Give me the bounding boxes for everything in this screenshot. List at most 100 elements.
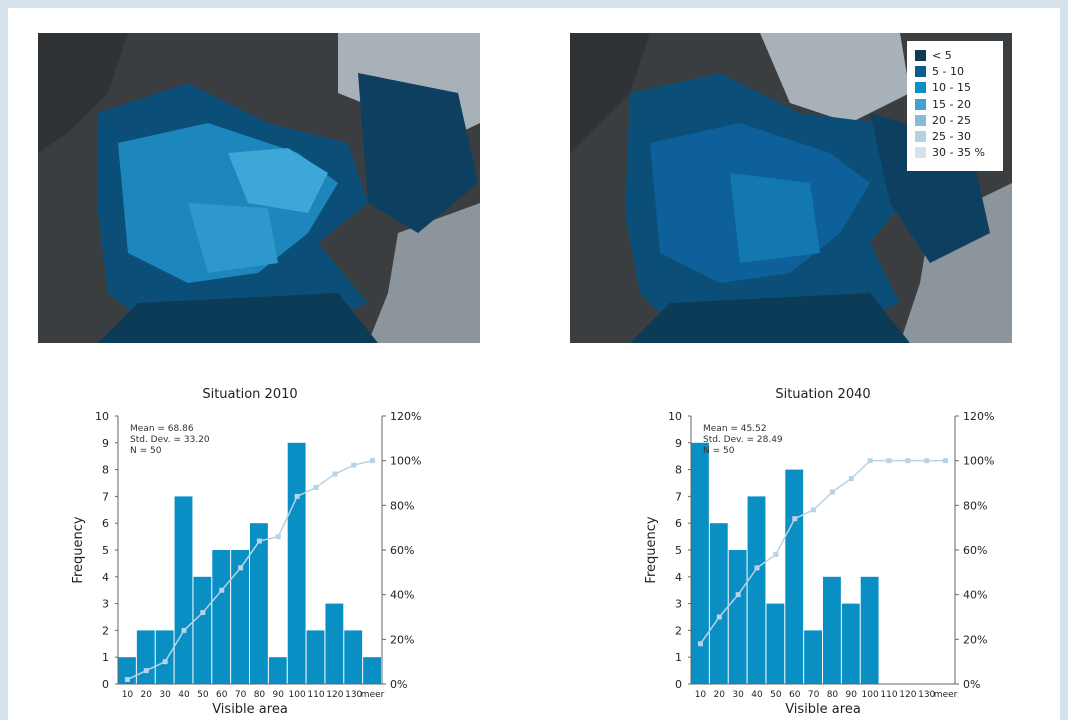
bar [766, 603, 785, 684]
cumulative-point [294, 493, 300, 499]
y-tick-label: 1 [675, 651, 682, 664]
cumulative-point [256, 538, 262, 544]
y-tick-label: 8 [102, 464, 109, 477]
legend-swatch [915, 49, 926, 61]
x-tick-label: 50 [770, 690, 782, 700]
cumulative-line [127, 459, 373, 681]
y2-tick-label: 80% [963, 499, 987, 512]
y-tick-label: 5 [675, 544, 682, 557]
cumulative-point [275, 534, 281, 540]
map-2010-image [38, 33, 480, 343]
cumulative-point [829, 489, 835, 495]
cumulative-point [792, 516, 798, 522]
y2-tick-label: 100% [390, 455, 421, 468]
y-tick-label: 1 [102, 651, 109, 664]
chart-title: Situation 2010 [202, 387, 297, 402]
x-tick-label: 10 [695, 690, 707, 700]
bar [728, 550, 747, 684]
y-tick-label: 4 [102, 571, 109, 584]
x-tick-label: 10 [122, 690, 134, 700]
x-tick-label: 80 [254, 690, 266, 700]
y2-tick-label: 80% [390, 499, 414, 512]
x-axis-label: Visible area [785, 702, 861, 716]
cumulative-point [162, 659, 168, 665]
cumulative-point [716, 614, 722, 620]
bar [841, 603, 860, 684]
map-2010 [38, 33, 480, 343]
x-tick-label: 20 [141, 690, 153, 700]
legend-item: < 5 [915, 47, 997, 63]
cumulative-point [332, 471, 338, 477]
y2-tick-label: 60% [390, 544, 414, 557]
bar [691, 442, 709, 684]
cumulative-point [238, 565, 244, 571]
y-tick-label: 9 [102, 437, 109, 450]
bar [155, 630, 174, 684]
legend-item: 15 - 20 [915, 96, 997, 112]
y-tick-label: 2 [675, 624, 682, 637]
y-tick-label: 7 [675, 490, 682, 503]
stats-text: Mean = 68.86 [130, 424, 194, 434]
bar [344, 630, 363, 684]
bar [823, 576, 841, 684]
cumulative-point [370, 458, 376, 464]
x-tick-label: 40 [178, 690, 190, 700]
bar [268, 657, 287, 684]
cumulative-point [924, 458, 930, 464]
legend-label: 15 - 20 [932, 97, 971, 111]
x-tick-label: meer [934, 690, 958, 700]
cumulative-point [735, 592, 741, 598]
x-tick-label: 90 [846, 690, 858, 700]
histogram-2010: Situation 20100123456789100%20%40%60%80%… [71, 387, 421, 716]
bar [325, 603, 344, 684]
legend-swatch [915, 147, 926, 159]
y2-tick-label: 20% [390, 633, 414, 646]
y-tick-label: 3 [102, 598, 109, 611]
cumulative-point [697, 641, 703, 647]
bar [306, 630, 325, 684]
y-tick-label: 8 [675, 464, 682, 477]
cumulative-point [811, 507, 817, 513]
y-tick-label: 2 [102, 624, 109, 637]
y-tick-label: 0 [675, 678, 682, 691]
y2-tick-label: 40% [963, 589, 987, 602]
cumulative-point [181, 627, 187, 633]
cumulative-point [143, 668, 149, 674]
y-tick-label: 9 [675, 437, 682, 450]
cumulative-line [699, 459, 946, 645]
x-tick-label: 80 [827, 690, 839, 700]
y-axis-label: Frequency [71, 516, 86, 583]
stats-text: N = 50 [130, 446, 162, 456]
cumulative-point [200, 610, 206, 616]
x-tick-label: 70 [808, 690, 820, 700]
x-tick-label: 60 [789, 690, 801, 700]
bar [174, 496, 193, 684]
bar [785, 469, 804, 684]
y2-tick-label: 20% [963, 633, 987, 646]
y-tick-label: 7 [102, 490, 109, 503]
cumulative-point [943, 458, 949, 464]
x-tick-label: 40 [751, 690, 763, 700]
x-tick-label: 130 [345, 690, 362, 700]
x-tick-label: 100 [289, 690, 306, 700]
map-legend: < 5 5 - 10 10 - 15 15 - 20 20 - 25 25 - … [907, 41, 1003, 171]
x-tick-label: 110 [880, 690, 897, 700]
stats-text: Std. Dev. = 28.49 [703, 435, 783, 445]
bar [193, 576, 212, 684]
bar [136, 630, 155, 684]
x-tick-label: meer [361, 690, 385, 700]
legend-item: 25 - 30 [915, 128, 997, 144]
x-tick-label: 110 [307, 690, 324, 700]
x-tick-label: 30 [732, 690, 744, 700]
y2-tick-label: 0% [390, 678, 407, 691]
legend-swatch [915, 98, 926, 110]
y-tick-label: 10 [668, 410, 682, 423]
chart-title: Situation 2040 [775, 387, 870, 402]
legend-label: 30 - 35 % [932, 146, 985, 160]
legend-label: 25 - 30 [932, 130, 971, 144]
y-tick-label: 0 [102, 678, 109, 691]
x-tick-label: 70 [235, 690, 247, 700]
x-tick-label: 130 [918, 690, 935, 700]
y-tick-label: 4 [675, 571, 682, 584]
figure-panel: < 5 5 - 10 10 - 15 15 - 20 20 - 25 25 - … [8, 8, 1060, 720]
